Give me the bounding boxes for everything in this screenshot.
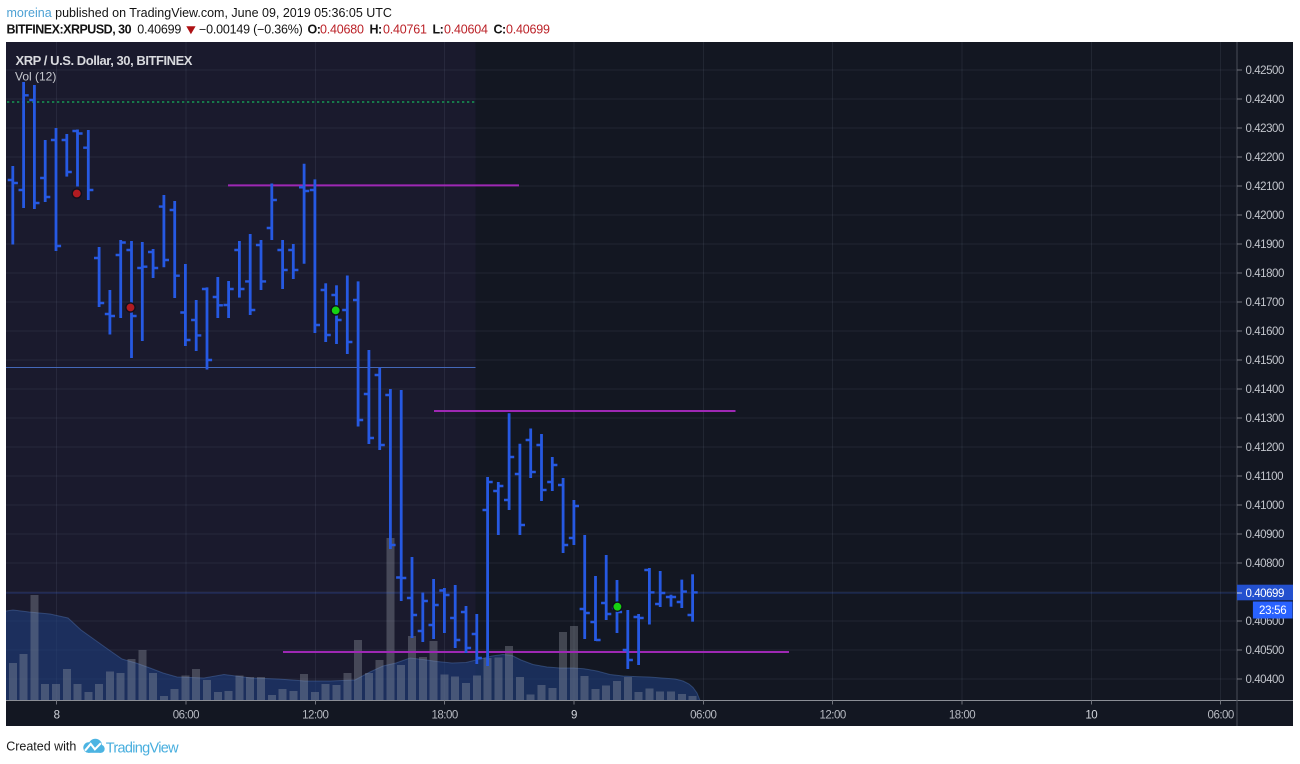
svg-text:0.40500: 0.40500: [1246, 645, 1284, 657]
svg-text:9: 9: [571, 710, 577, 722]
svg-text:0.42100: 0.42100: [1246, 181, 1284, 193]
svg-text:0.41300: 0.41300: [1246, 413, 1284, 425]
svg-text:18:00: 18:00: [431, 710, 457, 722]
svg-text:0.40400: 0.40400: [1246, 674, 1284, 686]
svg-text:0.40600: 0.40600: [1246, 616, 1284, 628]
svg-text:O:: O:: [308, 23, 321, 37]
svg-text:0.40604: 0.40604: [444, 23, 488, 37]
svg-text:0.42500: 0.42500: [1246, 65, 1284, 77]
svg-text:Created with: Created with: [6, 740, 76, 754]
svg-text:8: 8: [54, 710, 60, 722]
svg-text:H:: H:: [370, 23, 382, 37]
svg-text:0.40761: 0.40761: [383, 23, 427, 37]
svg-text:12:00: 12:00: [302, 710, 328, 722]
svg-text:23:56: 23:56: [1259, 605, 1286, 617]
svg-text:0.40699: 0.40699: [137, 23, 181, 37]
svg-text:18:00: 18:00: [949, 710, 975, 722]
svg-text:0.41700: 0.41700: [1246, 297, 1284, 309]
svg-text:12:00: 12:00: [819, 710, 845, 722]
svg-text:Vol (12): Vol (12): [15, 70, 56, 84]
svg-text:TradingView: TradingView: [106, 741, 179, 757]
svg-text:0.41400: 0.41400: [1246, 384, 1284, 396]
svg-text:06:00: 06:00: [1208, 710, 1234, 722]
svg-text:0.42000: 0.42000: [1246, 210, 1284, 222]
svg-text:06:00: 06:00: [690, 710, 716, 722]
svg-text:C:: C:: [494, 23, 506, 37]
svg-text:0.42200: 0.42200: [1246, 152, 1284, 164]
svg-text:0.40699: 0.40699: [506, 23, 550, 37]
svg-text:0.41800: 0.41800: [1246, 268, 1284, 280]
svg-text:10: 10: [1085, 710, 1097, 722]
svg-text:0.42300: 0.42300: [1246, 123, 1284, 135]
svg-text:0.41900: 0.41900: [1246, 239, 1284, 251]
svg-text:0.41100: 0.41100: [1246, 471, 1284, 483]
svg-text:XRP / U.S. Dollar, 30, BITFINE: XRP / U.S. Dollar, 30, BITFINEX: [16, 53, 193, 68]
svg-text:0.40900: 0.40900: [1246, 529, 1284, 541]
svg-text:0.41200: 0.41200: [1246, 442, 1284, 454]
svg-text:0.40800: 0.40800: [1246, 558, 1284, 570]
svg-text:0.42400: 0.42400: [1246, 94, 1284, 106]
svg-text:0.41600: 0.41600: [1246, 326, 1284, 338]
svg-text:0.40680: 0.40680: [320, 23, 364, 37]
svg-text:0.41000: 0.41000: [1246, 500, 1284, 512]
svg-text:−0.00149 (−0.36%): −0.00149 (−0.36%): [199, 23, 303, 37]
svg-text:06:00: 06:00: [173, 710, 199, 722]
svg-text:0.40699: 0.40699: [1246, 588, 1284, 600]
svg-text:BITFINEX:XRPUSD, 30: BITFINEX:XRPUSD, 30: [7, 23, 132, 37]
svg-text:0.41500: 0.41500: [1246, 355, 1284, 367]
svg-text:moreina published on TradingVi: moreina published on TradingView.com, Ju…: [7, 6, 392, 20]
svg-text:L:: L:: [433, 23, 444, 37]
